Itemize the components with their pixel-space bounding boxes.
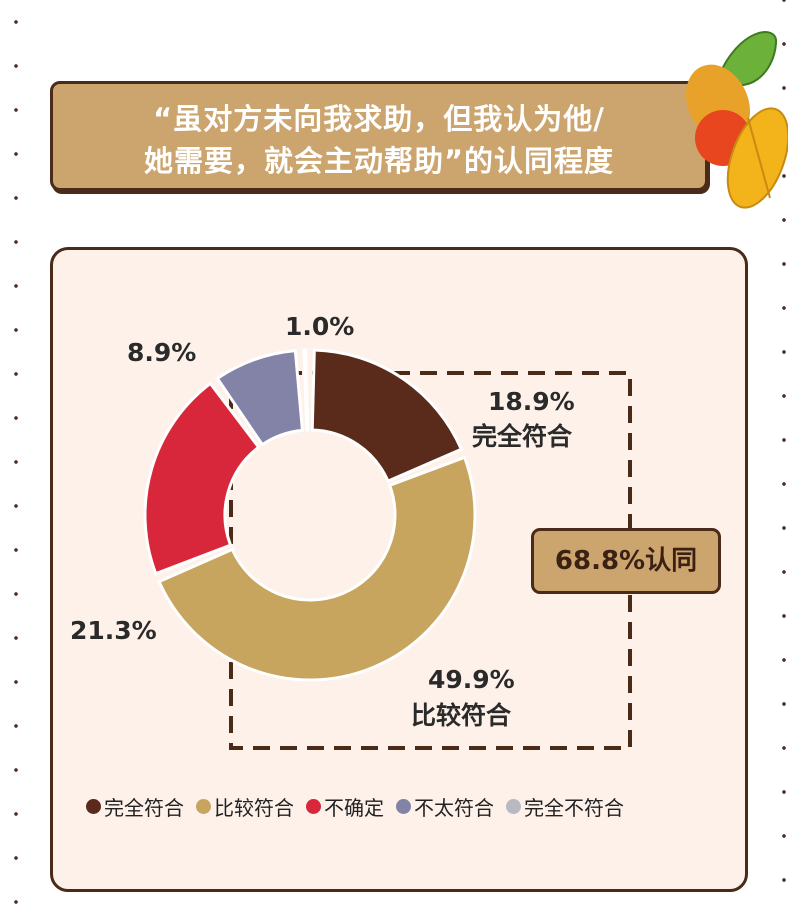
donut-slice-not-really — [215, 349, 305, 447]
slice-label-fairly: 49.9% — [428, 665, 515, 694]
legend-item-complete-no: 完全不符合 — [506, 792, 624, 821]
slice-label-unsure: 21.3% — [70, 616, 157, 645]
legend-dot — [306, 799, 321, 814]
left-dotted-border — [13, 0, 19, 921]
legend-label: 比较符合 — [214, 796, 294, 820]
slice-name-fully: 完全符合 — [472, 422, 573, 451]
legend-dot — [86, 799, 101, 814]
legend: 完全符合 比较符合 不确定 不太符合 完全不符合 — [86, 792, 624, 821]
right-dotted-border — [781, 0, 787, 921]
donut-slice-fairly — [157, 455, 477, 682]
slice-name-fairly: 比较符合 — [411, 701, 512, 730]
donut-slice-fully — [310, 348, 464, 484]
slice-label-complete-no: 1.0% — [285, 312, 355, 341]
title-banner: “虽对方未向我求助，但我认为他/ 她需要，就会主动帮助”的认同程度 — [50, 81, 708, 191]
donut-slice-unsure — [143, 381, 261, 576]
legend-dot — [506, 799, 521, 814]
legend-label: 不确定 — [324, 796, 384, 820]
chart-title: “虽对方未向我求助，但我认为他/ 她需要，就会主动帮助”的认同程度 — [143, 102, 615, 178]
legend-label: 完全不符合 — [524, 796, 624, 820]
legend-item-fully: 完全符合 — [86, 792, 184, 821]
legend-item-not-really: 不太符合 — [396, 792, 494, 821]
fruit-decoration-icon — [685, 31, 788, 209]
legend-label: 完全符合 — [104, 796, 184, 820]
slice-label-fully: 18.9% — [488, 387, 575, 416]
agree-total-badge: 68.8%认同 — [531, 528, 721, 594]
legend-item-unsure: 不确定 — [306, 792, 384, 821]
legend-dot — [396, 799, 411, 814]
legend-item-fairly: 比较符合 — [196, 792, 294, 821]
legend-label: 不太符合 — [414, 796, 494, 820]
slice-label-not-really: 8.9% — [127, 338, 197, 367]
donut-slice-complete-no — [302, 348, 310, 432]
legend-dot — [196, 799, 211, 814]
